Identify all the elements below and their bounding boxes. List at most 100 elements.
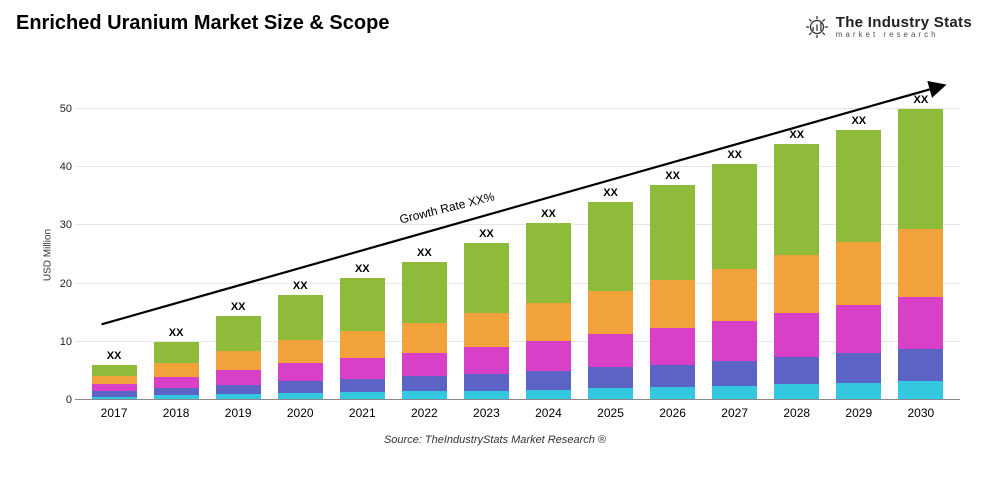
y-tick: 0: [50, 394, 72, 406]
bar-segment: [402, 262, 447, 323]
bar-column: XX: [464, 228, 509, 400]
bar-column: XX: [278, 280, 323, 400]
logo-sub-text: market research: [836, 31, 972, 39]
bar-segment: [92, 376, 137, 384]
bar-segment: [340, 278, 385, 332]
bar-segment: [712, 269, 757, 321]
bar-value-label: XX: [851, 115, 866, 127]
bar-segment: [898, 297, 943, 349]
bar-segment: [278, 340, 323, 363]
bar-segment: [712, 361, 757, 386]
x-tick: 2018: [154, 406, 199, 420]
y-axis-ticks: 01020304050: [50, 80, 72, 400]
bar-segment: [464, 313, 509, 347]
x-tick: 2030: [898, 406, 943, 420]
bar-segment: [340, 379, 385, 392]
bar-value-label: XX: [603, 187, 618, 199]
bar-segment: [774, 357, 819, 384]
bar-value-label: XX: [107, 350, 122, 362]
bar-column: XX: [836, 115, 881, 401]
market-chart: USD Million 01020304050 XXXXXXXXXXXXXXXX…: [20, 60, 970, 450]
bar-segment: [216, 370, 261, 385]
logo-main-text: The Industry Stats: [836, 15, 972, 31]
bar-segment: [774, 255, 819, 313]
bar-segment: [588, 291, 633, 334]
bar-segment: [92, 365, 137, 375]
bar-segment: [526, 341, 571, 371]
bar-column: XX: [154, 327, 199, 400]
bar-value-label: XX: [665, 170, 680, 182]
bar-stack: [774, 144, 819, 400]
bar-segment: [154, 377, 199, 389]
x-tick: 2029: [836, 406, 881, 420]
bar-value-label: XX: [914, 94, 929, 106]
x-axis-line: [75, 399, 960, 400]
bar-value-label: XX: [727, 149, 742, 161]
bar-segment: [588, 334, 633, 367]
bar-column: XX: [216, 301, 261, 400]
y-tick: 20: [50, 278, 72, 290]
bar-segment: [340, 358, 385, 379]
bar-segment: [154, 363, 199, 377]
y-tick: 50: [50, 103, 72, 115]
bar-value-label: XX: [479, 228, 494, 240]
bar-segment: [402, 323, 447, 353]
bar-stack: [216, 316, 261, 400]
x-axis-ticks: 2017201820192020202120222023202420252026…: [75, 406, 960, 420]
bar-value-label: XX: [417, 247, 432, 259]
x-tick: 2025: [588, 406, 633, 420]
y-tick: 40: [50, 161, 72, 173]
bar-stack: [154, 342, 199, 400]
bar-column: XX: [92, 350, 137, 400]
x-tick: 2020: [278, 406, 323, 420]
bar-segment: [836, 130, 881, 243]
bar-segment: [836, 353, 881, 383]
bar-stack: [836, 130, 881, 401]
bar-segment: [464, 374, 509, 391]
bar-segment: [712, 164, 757, 268]
bar-segment: [898, 229, 943, 297]
bar-stack: [712, 164, 757, 400]
bar-value-label: XX: [169, 327, 184, 339]
bar-segment: [588, 367, 633, 388]
bar-stack: [278, 295, 323, 400]
bar-segment: [526, 223, 571, 303]
bar-segment: [836, 242, 881, 305]
bar-container: XXXXXXXXXXXXXXXXXXXXXXXXXXXX: [75, 80, 960, 400]
bar-column: XX: [526, 208, 571, 400]
x-tick: 2026: [650, 406, 695, 420]
bar-segment: [650, 280, 695, 328]
bar-stack: [402, 262, 447, 400]
bar-segment: [340, 331, 385, 358]
y-tick: 10: [50, 336, 72, 348]
bar-value-label: XX: [231, 301, 246, 313]
bar-segment: [278, 295, 323, 339]
bar-segment: [712, 386, 757, 400]
bar-segment: [588, 202, 633, 291]
bar-segment: [402, 376, 447, 391]
bar-stack: [464, 243, 509, 400]
brand-logo: The Industry Stats market research: [804, 14, 972, 40]
x-tick: 2023: [464, 406, 509, 420]
bar-segment: [154, 342, 199, 363]
bar-segment: [650, 185, 695, 280]
bar-segment: [898, 349, 943, 381]
page-title: Enriched Uranium Market Size & Scope: [16, 12, 389, 35]
bar-stack: [340, 278, 385, 400]
chart-source: Source: TheIndustryStats Market Research…: [20, 434, 970, 446]
y-tick: 30: [50, 219, 72, 231]
bar-segment: [712, 321, 757, 361]
bar-column: XX: [650, 170, 695, 400]
bar-column: XX: [898, 94, 943, 400]
x-tick: 2017: [92, 406, 137, 420]
bar-segment: [402, 353, 447, 376]
bar-stack: [650, 185, 695, 400]
bar-segment: [464, 347, 509, 374]
x-tick: 2028: [774, 406, 819, 420]
bar-segment: [836, 383, 881, 400]
bar-segment: [650, 328, 695, 365]
bar-segment: [92, 384, 137, 392]
gear-chart-icon: [804, 14, 830, 40]
bar-segment: [836, 305, 881, 353]
bar-segment: [464, 243, 509, 313]
